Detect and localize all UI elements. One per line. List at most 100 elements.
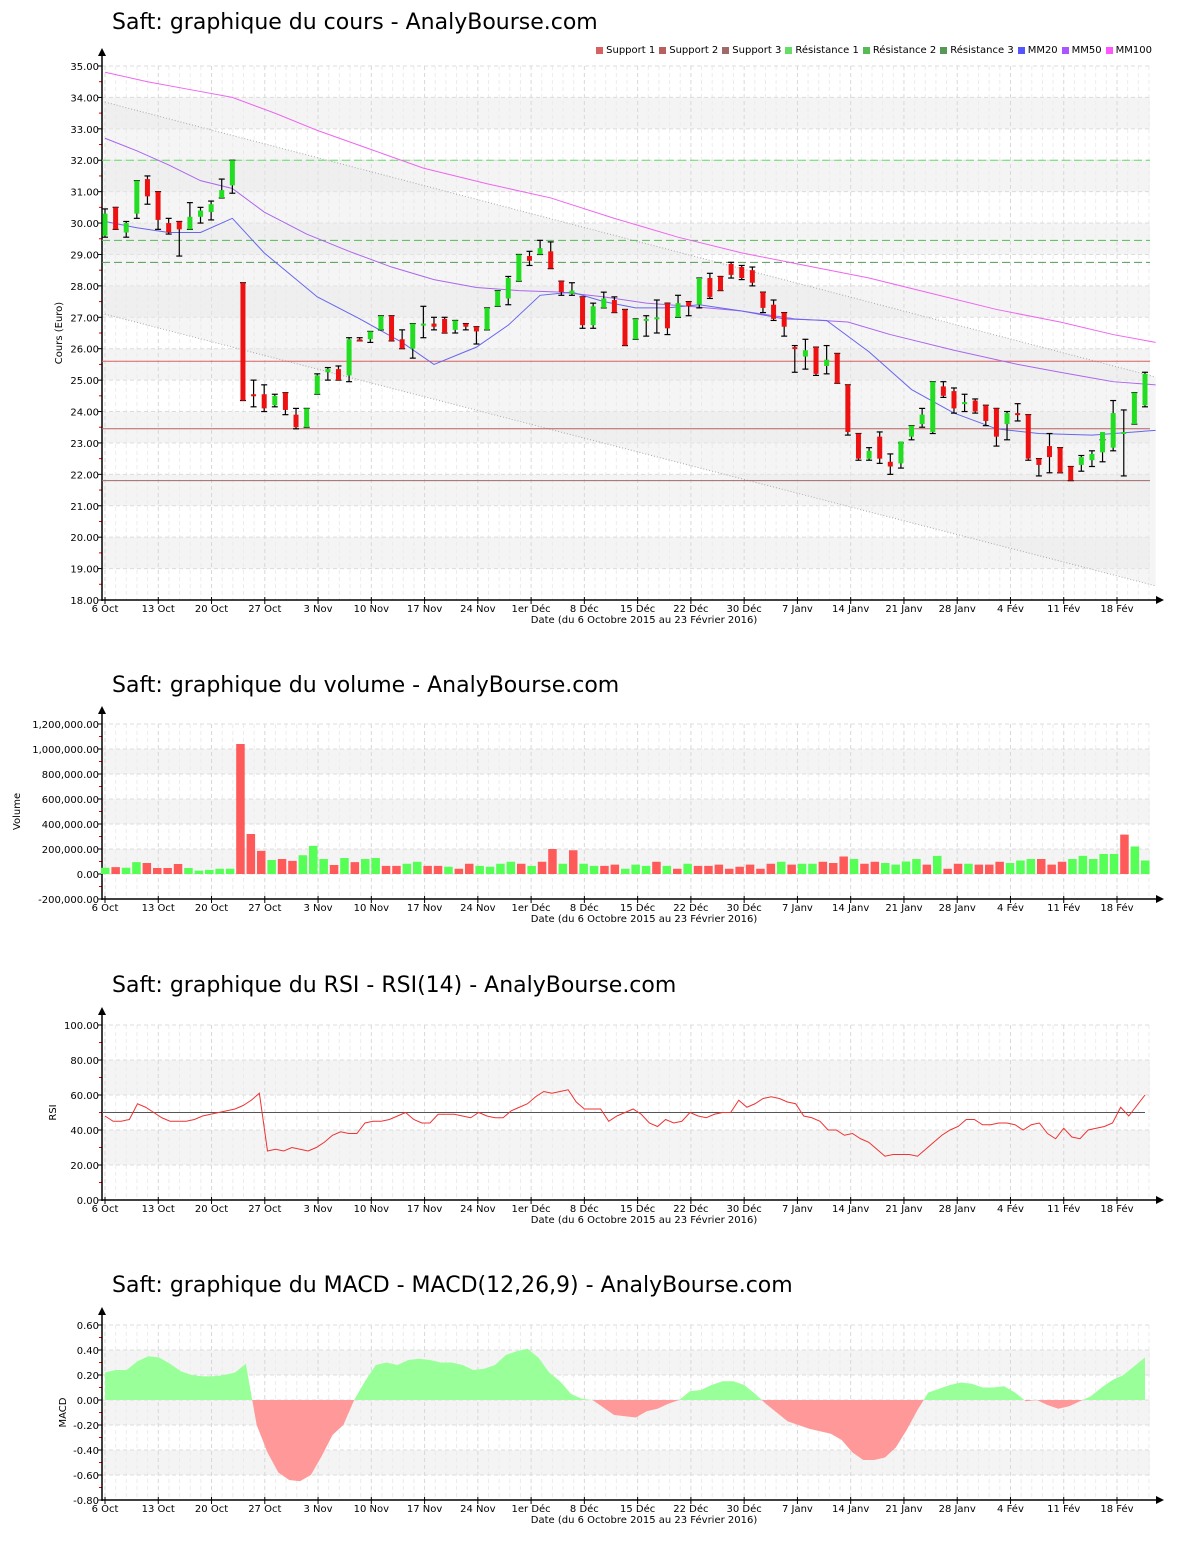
y-tick-label: 29.00 xyxy=(70,250,99,261)
candle xyxy=(834,352,841,384)
y-tick-label: 0.40 xyxy=(77,1346,99,1357)
y-tick-label: 21.00 xyxy=(70,502,99,513)
candle xyxy=(229,159,236,194)
candle xyxy=(1046,432,1053,474)
candle xyxy=(1004,410,1011,441)
candle xyxy=(102,208,108,238)
x-tick-label: 14 Janv xyxy=(832,1204,869,1215)
candle xyxy=(568,282,575,296)
volume-bar xyxy=(257,850,266,874)
y-tick-label: 28.00 xyxy=(70,282,99,293)
candle xyxy=(887,453,894,475)
candle-body xyxy=(590,306,596,326)
candle xyxy=(377,315,384,331)
y-axis-arrow-icon xyxy=(98,1007,106,1015)
volume-bar xyxy=(683,863,692,874)
legend-label: Résistance 1 xyxy=(795,45,859,56)
volume-bar xyxy=(901,861,911,874)
y-axis-label: MACD xyxy=(58,1397,69,1427)
candle xyxy=(271,393,278,408)
x-tick-label: 11 Fév xyxy=(1047,902,1080,914)
candle-body xyxy=(569,290,575,294)
volume-bar xyxy=(267,860,276,874)
candle-body xyxy=(548,251,554,269)
volume-bar xyxy=(423,865,432,874)
x-tick-label: 13 Oct xyxy=(142,1204,175,1215)
x-tick-label: 15 Déc xyxy=(620,603,655,615)
y-tick-label: 31.00 xyxy=(70,188,99,199)
legend-label: Support 3 xyxy=(732,45,782,56)
candle-body xyxy=(686,301,692,307)
volume-bar xyxy=(1068,859,1077,874)
x-tick-label: 4 Fév xyxy=(997,1203,1024,1215)
candle-body xyxy=(1015,413,1021,416)
x-tick-label: 17 Nov xyxy=(407,604,443,615)
grid-band xyxy=(102,1350,1150,1375)
candle xyxy=(813,346,820,377)
x-tick-label: 3 Nov xyxy=(304,1504,333,1515)
candle-body xyxy=(962,402,968,405)
candle-body xyxy=(802,350,808,357)
x-tick-label: 20 Oct xyxy=(195,903,228,914)
candle-body xyxy=(951,391,957,409)
candle xyxy=(208,200,215,221)
candle xyxy=(919,407,926,428)
y-tick-label: 1,200,000.00 xyxy=(32,720,99,731)
volume-bar xyxy=(454,868,464,874)
legend-label: MM100 xyxy=(1115,45,1152,56)
candle xyxy=(897,441,904,469)
volume-bar xyxy=(735,866,744,874)
volume-bar xyxy=(101,867,110,874)
grid-band xyxy=(102,537,1150,569)
candle xyxy=(505,275,512,306)
grid-band xyxy=(102,97,1150,129)
candle xyxy=(802,338,809,370)
y-tick-label: 22.00 xyxy=(70,470,99,481)
y-tick-label: 32.00 xyxy=(70,156,99,167)
volume-bar xyxy=(839,856,848,874)
volume-bar xyxy=(215,868,224,874)
candle-body xyxy=(792,347,798,350)
volume-bar xyxy=(943,868,952,874)
candle-body xyxy=(887,461,893,467)
y-tick-label: 0.00 xyxy=(77,1396,99,1407)
volume-bar xyxy=(1089,859,1098,874)
candle xyxy=(653,299,660,334)
candle-body xyxy=(399,339,405,349)
candle xyxy=(399,329,406,350)
volume-bar xyxy=(236,744,245,874)
candle-body xyxy=(930,381,936,432)
y-tick-label: 100.00 xyxy=(64,1021,99,1032)
y-tick-label: 0.00 xyxy=(77,870,99,881)
x-tick-label: 28 Janv xyxy=(939,1504,976,1515)
candle xyxy=(335,365,342,381)
candle xyxy=(537,239,544,256)
grid-band xyxy=(102,348,1150,381)
x-tick-label: 10 Nov xyxy=(354,1204,390,1215)
candle xyxy=(324,366,331,381)
x-tick-label: 27 Oct xyxy=(248,1204,281,1215)
y-tick-label: 200,000.00 xyxy=(42,845,99,856)
macd-chart: 0.60 0.40 0.20 0.00 -0.20 -0.40 -0.60 -0.806 Oc… xyxy=(58,1307,1164,1526)
y-tick-label: 40.00 xyxy=(70,1126,99,1137)
volume-bar xyxy=(631,864,640,874)
volume-bar xyxy=(621,868,630,874)
x-tick-label: 8 Déc xyxy=(570,1503,599,1515)
candle xyxy=(547,241,554,270)
candle-body xyxy=(505,278,511,299)
legend-item: MM100 xyxy=(1105,45,1152,56)
x-tick-label: 18 Fév xyxy=(1100,1503,1133,1515)
y-tick-label: 400,000.00 xyxy=(42,820,99,831)
volume-bar xyxy=(402,863,412,874)
candle-body xyxy=(696,278,702,305)
volume-bar xyxy=(797,863,807,874)
candle xyxy=(282,392,289,416)
x-tick-label: 18 Fév xyxy=(1100,1203,1133,1215)
legend-label: MM20 xyxy=(1027,45,1058,56)
candle xyxy=(367,330,374,344)
x-tick-label: 7 Janv xyxy=(782,1204,813,1215)
volume-bar xyxy=(1130,846,1140,874)
candle-body xyxy=(664,303,670,329)
candle-body xyxy=(866,450,872,459)
candle-body xyxy=(877,436,883,459)
